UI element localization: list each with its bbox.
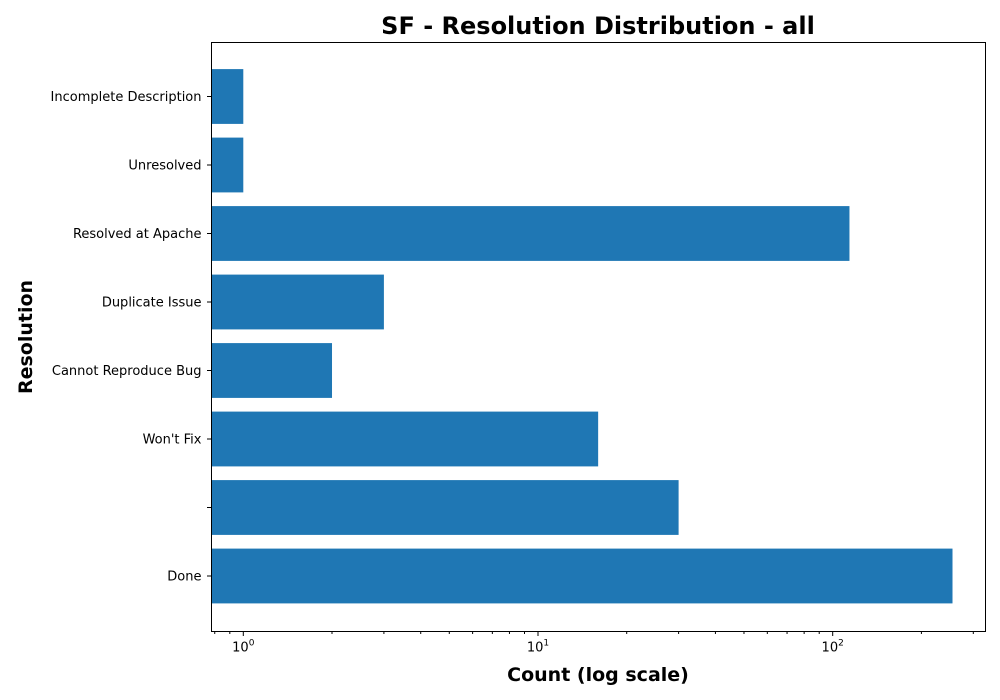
bar-3 (211, 343, 333, 398)
bar-1 (211, 480, 679, 535)
y-tick-label-6: Unresolved (128, 159, 201, 174)
x-tick-label-1: 101 (527, 639, 549, 656)
y-tick-label-4: Duplicate Issue (102, 296, 202, 311)
bar-7 (211, 69, 244, 124)
y-tick-label-0: Done (167, 570, 201, 585)
y-tick-label-5: Resolved at Apache (73, 227, 202, 242)
plot-frame (211, 42, 986, 632)
y-axis-label: Resolution (15, 280, 37, 394)
x-tick-label-0: 100 (232, 639, 255, 656)
x-axis-label: Count (log scale) (507, 664, 689, 686)
y-tick-label-3: Cannot Reproduce Bug (52, 364, 202, 379)
y-tick-label-7: Incomplete Description (51, 90, 202, 105)
chart-title: SF - Resolution Distribution - all (381, 12, 815, 40)
bars-group (211, 69, 953, 604)
x-tick-label-2: 102 (822, 639, 844, 656)
bar-2 (211, 411, 599, 467)
bar-6 (211, 137, 244, 193)
y-axis-ticks: Done Won't Fix Cannot Reproduce Bug Duplica… (51, 90, 212, 585)
bar-0 (211, 548, 953, 604)
y-tick-label-2: Won't Fix (143, 433, 202, 448)
x-axis-ticks: 100 101 102 (214, 631, 974, 656)
bar-5 (211, 206, 850, 261)
bar-4 (211, 274, 384, 330)
